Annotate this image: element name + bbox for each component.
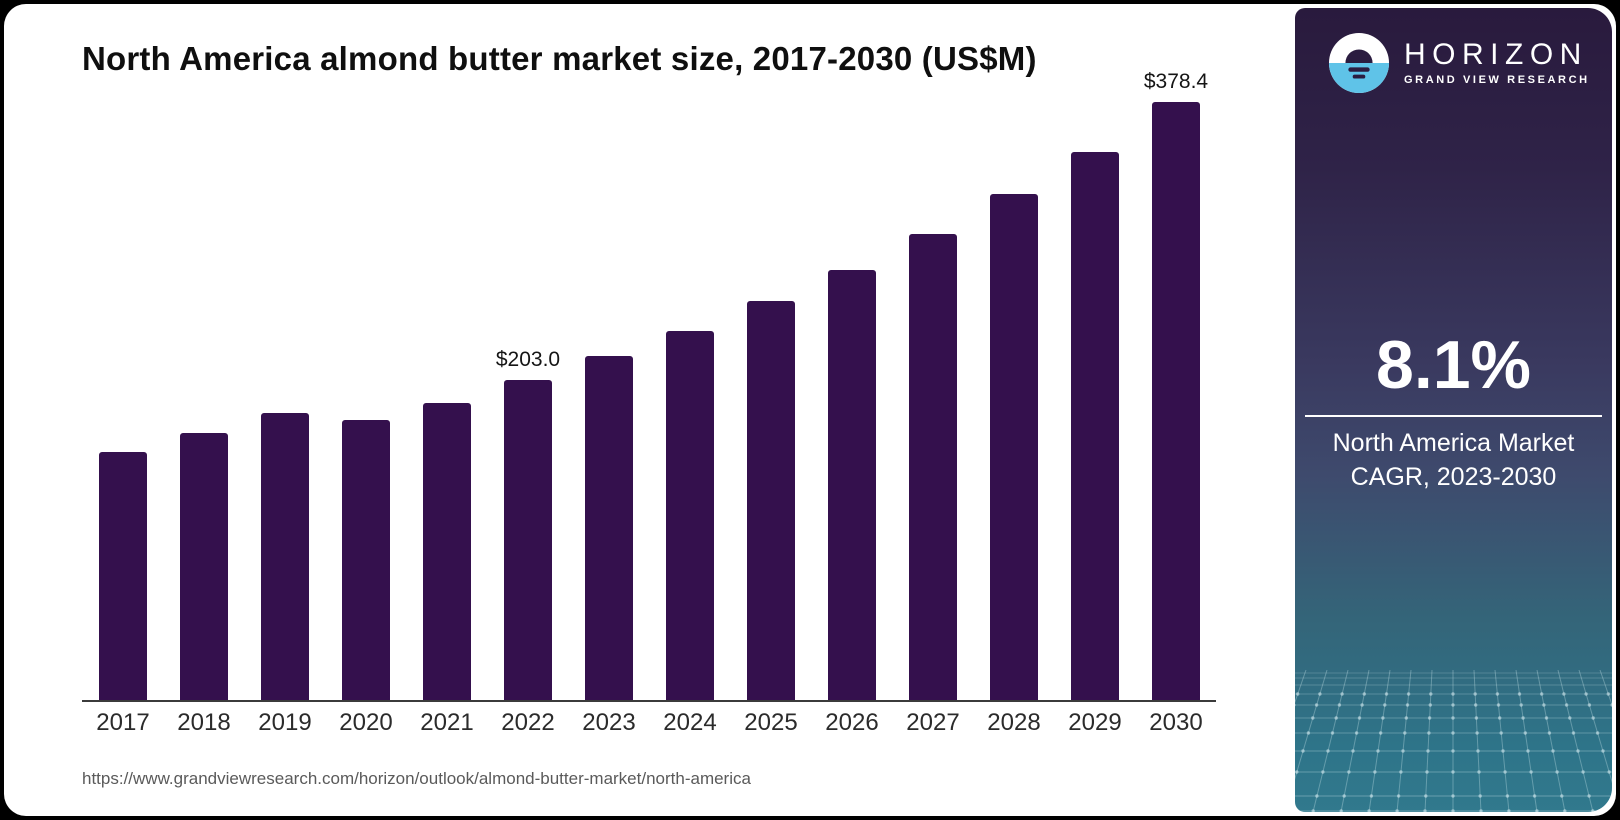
source-url: https://www.grandviewresearch.com/horizo…	[82, 769, 751, 788]
x-tick-2026: 2026	[825, 709, 879, 736]
bar-2020	[342, 420, 390, 701]
brand-logo: HORIZON GRAND VIEW RESEARCH	[1328, 32, 1590, 94]
bar-value-label-2022: $203.0	[495, 348, 561, 371]
brand-text-block: HORIZON GRAND VIEW RESEARCH	[1404, 38, 1590, 87]
cagr-caption-line2: CAGR, 2023-2030	[1350, 463, 1557, 491]
x-tick-2019: 2019	[258, 709, 312, 736]
x-axis-line	[82, 700, 1216, 702]
x-tick-2025: 2025	[744, 709, 798, 736]
bar-2029	[1071, 152, 1119, 701]
x-tick-2029: 2029	[1068, 709, 1122, 736]
mesh-graphic	[1295, 670, 1612, 812]
stat-divider	[1305, 415, 1602, 417]
bar-2018	[180, 433, 228, 701]
horizon-logo-icon	[1328, 32, 1390, 94]
x-tick-2017: 2017	[96, 709, 150, 736]
bar-2023	[585, 356, 633, 701]
x-axis-labels: 2017 2018 2019 2020 2021 2022 2023 2024 2025 2026…	[4, 701, 1254, 741]
bar-2022	[504, 380, 552, 701]
bar-2017	[99, 452, 147, 701]
x-tick-2030: 2030	[1149, 709, 1203, 736]
bar-2019	[261, 413, 309, 701]
brand-name: HORIZON	[1404, 38, 1588, 71]
infographic-card: North America almond butter market size,…	[4, 4, 1616, 816]
x-tick-2024: 2024	[663, 709, 717, 736]
brand-subtitle: GRAND VIEW RESEARCH	[1404, 74, 1590, 86]
bar-2025	[747, 301, 795, 701]
chart-plot: $203.0 $378.4	[4, 4, 1254, 701]
cagr-caption: North America Market CAGR, 2023-2030	[1295, 426, 1612, 494]
chart-title: North America almond butter market size,…	[82, 40, 1037, 77]
cagr-value: 8.1%	[1376, 327, 1531, 403]
bar-value-label-2030: $378.4	[1143, 70, 1209, 93]
x-tick-2023: 2023	[582, 709, 636, 736]
bar-2027	[909, 234, 957, 701]
bar-2024	[666, 331, 714, 701]
x-tick-2028: 2028	[987, 709, 1041, 736]
x-tick-2018: 2018	[177, 709, 231, 736]
bar-2021	[423, 403, 471, 701]
brand-sidebar: HORIZON GRAND VIEW RESEARCH 8.1% North A…	[1295, 8, 1612, 812]
x-tick-2027: 2027	[906, 709, 960, 736]
x-tick-2022: 2022	[501, 709, 555, 736]
bar-2026	[828, 270, 876, 701]
bar-2030	[1152, 102, 1200, 701]
bar-2028	[990, 194, 1038, 701]
cagr-caption-line1: North America Market	[1332, 429, 1575, 457]
x-tick-2020: 2020	[339, 709, 393, 736]
x-tick-2021: 2021	[420, 709, 474, 736]
